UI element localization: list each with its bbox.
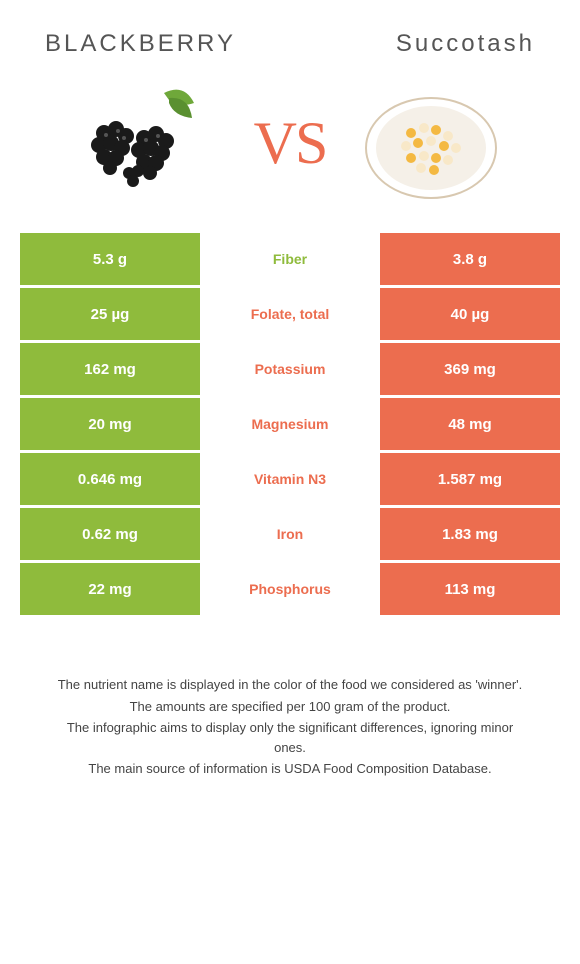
nutrient-row: 0.62 mgIron1.83 mg: [20, 508, 560, 560]
nutrient-label: Magnesium: [200, 398, 380, 450]
left-value: 0.646 mg: [20, 453, 200, 505]
nutrient-row: 162 mgPotassium369 mg: [20, 343, 560, 395]
left-value: 25 µg: [20, 288, 200, 340]
nutrient-label: Potassium: [200, 343, 380, 395]
left-value: 22 mg: [20, 563, 200, 615]
left-value: 162 mg: [20, 343, 200, 395]
footer-line: The amounts are specified per 100 gram o…: [50, 697, 530, 717]
footer-line: The nutrient name is displayed in the co…: [50, 675, 530, 695]
right-value: 1.587 mg: [380, 453, 560, 505]
header: BLACKBERRY Succotash: [20, 30, 560, 78]
nutrient-table: 5.3 gFiber3.8 g25 µgFolate, total40 µg16…: [20, 233, 560, 615]
right-food-title: Succotash: [396, 30, 535, 58]
right-value: 113 mg: [380, 563, 560, 615]
succotash-image: [356, 78, 506, 208]
nutrient-row: 5.3 gFiber3.8 g: [20, 233, 560, 285]
nutrient-label: Phosphorus: [200, 563, 380, 615]
nutrient-label: Vitamin N3: [200, 453, 380, 505]
left-value: 0.62 mg: [20, 508, 200, 560]
footer-line: The infographic aims to display only the…: [50, 718, 530, 757]
right-value: 369 mg: [380, 343, 560, 395]
nutrient-label: Iron: [200, 508, 380, 560]
nutrient-row: 25 µgFolate, total40 µg: [20, 288, 560, 340]
left-value: 20 mg: [20, 398, 200, 450]
nutrient-row: 20 mgMagnesium48 mg: [20, 398, 560, 450]
right-value: 40 µg: [380, 288, 560, 340]
footer-notes: The nutrient name is displayed in the co…: [20, 675, 560, 779]
blackberry-image: [74, 78, 224, 208]
nutrient-row: 0.646 mgVitamin N31.587 mg: [20, 453, 560, 505]
right-value: 3.8 g: [380, 233, 560, 285]
nutrient-label: Folate, total: [200, 288, 380, 340]
right-value: 48 mg: [380, 398, 560, 450]
vs-row: VS: [20, 78, 560, 208]
footer-line: The main source of information is USDA F…: [50, 759, 530, 779]
nutrient-row: 22 mgPhosphorus113 mg: [20, 563, 560, 615]
right-value: 1.83 mg: [380, 508, 560, 560]
left-food-title: BLACKBERRY: [45, 30, 236, 58]
vs-label: VS: [254, 109, 327, 178]
nutrient-label: Fiber: [200, 233, 380, 285]
left-value: 5.3 g: [20, 233, 200, 285]
